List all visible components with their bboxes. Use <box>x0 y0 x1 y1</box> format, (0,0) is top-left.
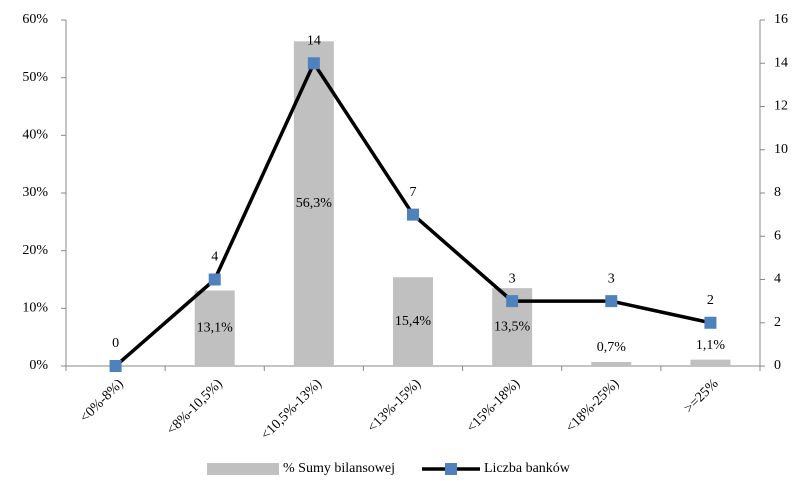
bar <box>690 359 731 366</box>
bar <box>194 290 235 366</box>
legend-marker <box>445 463 457 475</box>
marker <box>307 57 320 70</box>
x-tick-label: <13%-15%) <box>365 376 424 435</box>
bar-value-label: 13,5% <box>494 319 531 334</box>
y2-tick-label: 12 <box>774 99 788 114</box>
y2-tick-label: 16 <box>774 12 788 27</box>
bar <box>591 361 632 366</box>
bar-value-label: 1,1% <box>696 338 726 353</box>
line-value-label: 4 <box>211 250 218 265</box>
y-tick-label: 20% <box>22 243 48 258</box>
x-tick-label: >=25% <box>682 376 722 416</box>
y-tick-label: 60% <box>22 12 48 27</box>
x-tick-label: <15%-18%) <box>464 376 523 435</box>
marker <box>407 208 419 221</box>
x-tick-label: <0%-8%) <box>77 376 126 425</box>
legend-label: % Sumy bilansowej <box>283 461 395 476</box>
y2-tick-label: 8 <box>774 185 781 200</box>
line-value-label: 7 <box>410 185 417 200</box>
y-tick-label: 50% <box>22 70 48 85</box>
line-value-label: 3 <box>509 271 516 286</box>
x-tick-label: <8%-10,5%) <box>164 376 226 438</box>
y-tick-label: 0% <box>29 358 48 373</box>
y-tick-label: 30% <box>22 185 48 200</box>
y2-tick-label: 0 <box>774 358 781 373</box>
x-tick-label: <18%-25%) <box>563 376 622 435</box>
line-value-label: 0 <box>112 336 119 351</box>
bar <box>393 277 433 366</box>
legend-label: Liczba banków <box>484 461 571 476</box>
legend-swatch <box>207 463 279 475</box>
marker <box>506 295 519 308</box>
y2-tick-label: 14 <box>774 55 788 70</box>
y-tick-label: 40% <box>22 128 48 143</box>
y2-tick-label: 4 <box>774 272 781 287</box>
bar-value-label: 56,3% <box>296 196 333 211</box>
line-value-label: 3 <box>608 271 615 286</box>
bar-value-label: 0,7% <box>597 340 627 355</box>
y2-tick-label: 10 <box>774 142 788 157</box>
y2-tick-label: 6 <box>774 228 781 243</box>
marker <box>704 316 717 329</box>
line-value-label: 2 <box>707 293 714 308</box>
bar-value-label: 15,4% <box>395 314 432 329</box>
marker <box>208 273 221 286</box>
bar-value-label: 13,1% <box>197 320 234 335</box>
y2-tick-label: 2 <box>774 315 781 330</box>
marker <box>109 360 122 372</box>
line-value-label: 14 <box>307 33 321 48</box>
x-tick-label: <10,5%-13%) <box>258 376 325 443</box>
marker <box>605 295 618 308</box>
y-tick-label: 10% <box>22 301 48 316</box>
